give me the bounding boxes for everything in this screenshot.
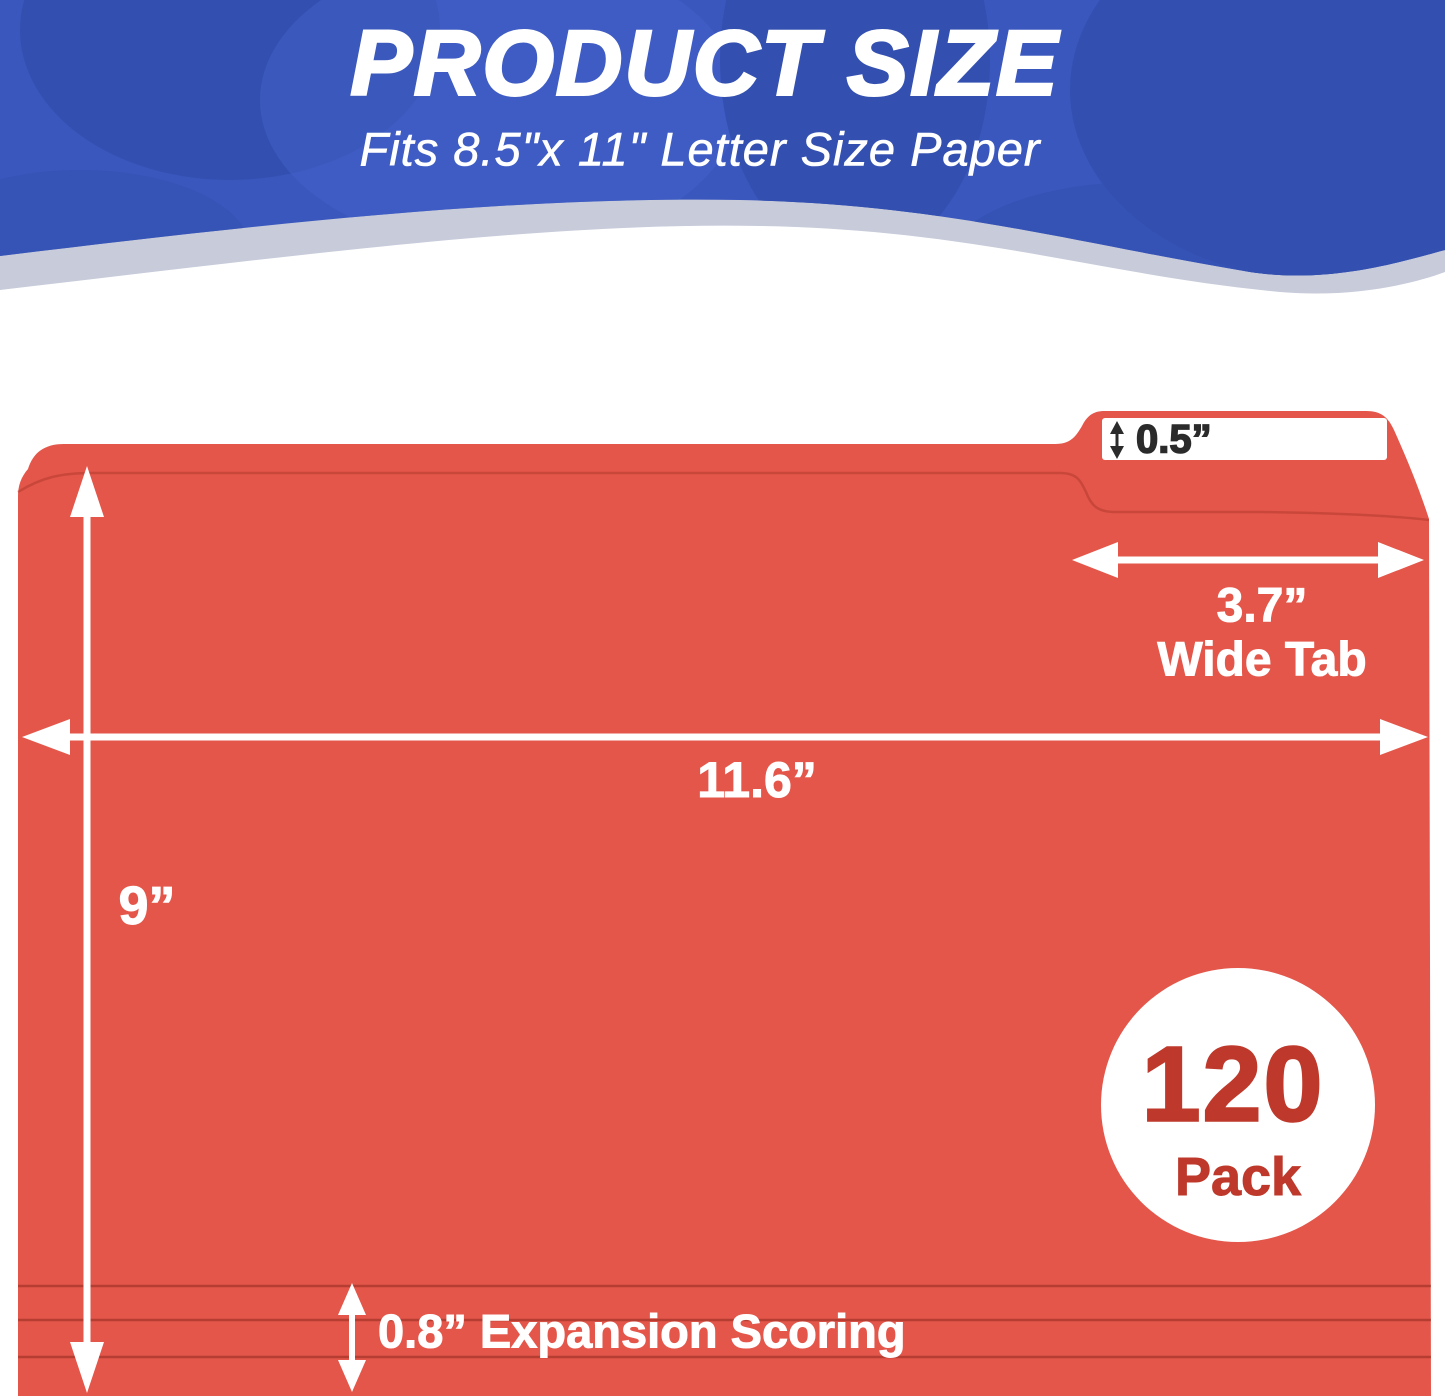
- tab-width-label: 3.7”: [1216, 579, 1308, 633]
- page-title: PRODUCT SIZE: [349, 11, 1060, 116]
- folder-body: [18, 411, 1431, 1396]
- tab-label-strip: [1102, 418, 1387, 460]
- tab-height-arrow: [1110, 421, 1124, 459]
- banner-blob: [260, 0, 740, 250]
- pack-badge-circle: [1101, 968, 1375, 1242]
- pack-count: 120: [1140, 1024, 1325, 1145]
- folder-width-label: 11.6”: [697, 752, 818, 809]
- banner-wave-graphic: [0, 0, 1445, 294]
- folder-width-arrow: [22, 719, 1428, 755]
- pack-unit: Pack: [1174, 1147, 1302, 1208]
- tab-width-caption: Wide Tab: [1157, 633, 1367, 687]
- tab-width-arrow: [1072, 542, 1424, 578]
- banner-blob: [720, 0, 990, 260]
- page-subtitle: Fits 8.5"x 11" Letter Size Paper: [359, 122, 1041, 176]
- expansion-scoring-label: 0.8” Expansion Scoring: [378, 1304, 907, 1358]
- expansion-height-arrow: [338, 1283, 366, 1392]
- folder-height-label: 9”: [118, 876, 176, 937]
- folder-height-arrow: [70, 466, 104, 1393]
- folder-crease-line: [17, 471, 1430, 522]
- tab-height-label: 0.5”: [1135, 417, 1212, 463]
- banner-blob: [1070, 0, 1445, 276]
